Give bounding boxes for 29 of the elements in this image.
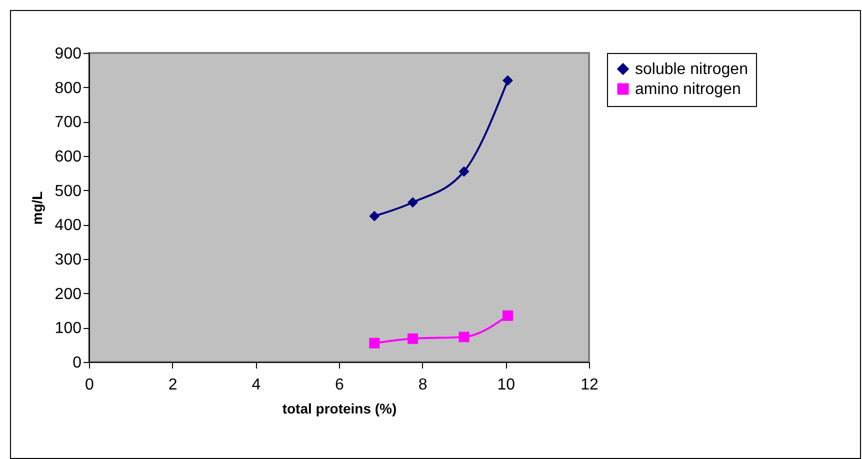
point [369, 210, 380, 222]
x-tick-label: 0 [85, 376, 94, 394]
point [408, 197, 418, 208]
x-tick-label: 6 [335, 376, 344, 394]
legend-label: amino nitrogen [635, 81, 741, 98]
x-tick-label: 8 [418, 376, 428, 394]
legend-label: soluble nitrogen [635, 61, 748, 78]
y-tick-label: 0 [72, 354, 82, 372]
y-tick-label: 900 [54, 46, 82, 62]
x-tick-label: 4 [252, 376, 261, 394]
point [458, 166, 470, 177]
point [408, 333, 418, 344]
y-tick-label: 200 [54, 286, 82, 303]
y-tick-label: 700 [54, 114, 82, 132]
y-tick-label: 500 [54, 182, 82, 200]
point [458, 332, 470, 342]
point [502, 310, 513, 321]
x-tick-label: 12 [580, 376, 598, 394]
y-tick-label: 400 [54, 217, 82, 234]
y-tick-label: 300 [54, 252, 82, 268]
x-tick-label: 2 [168, 376, 178, 394]
x-axis-title: total proteins (%) [282, 400, 397, 416]
y-tick-label: 100 [54, 320, 82, 338]
point [502, 75, 513, 86]
point [369, 338, 380, 348]
y-axis-title: mg/L [28, 190, 45, 225]
y-tick-label: 600 [54, 148, 82, 166]
y-tick-label: 800 [54, 80, 82, 97]
x-tick-label: 10 [497, 376, 516, 394]
